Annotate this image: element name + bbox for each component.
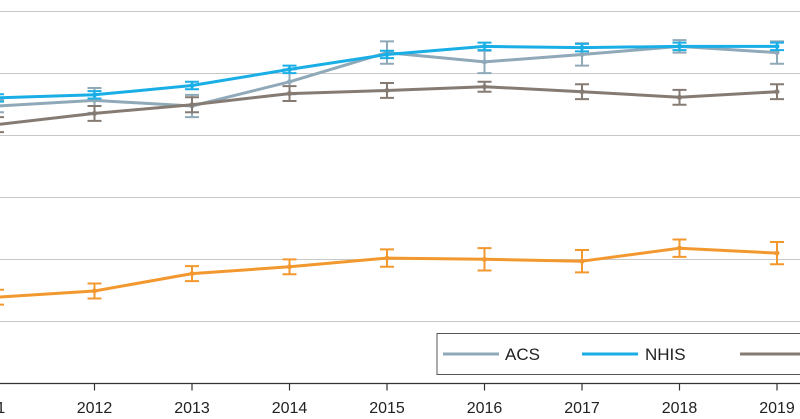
data-point-3-2018 xyxy=(677,245,682,251)
data-point-0-2016 xyxy=(482,59,487,65)
error-bar-0-2011 xyxy=(0,98,4,114)
series-3 xyxy=(0,238,784,306)
x-tick-label-2014: 2014 xyxy=(272,400,308,417)
series-2 xyxy=(0,80,784,134)
x-tick-label-2019: 2019 xyxy=(759,400,795,417)
data-point-3-2012 xyxy=(92,288,97,294)
series-group xyxy=(0,39,784,306)
data-point-3-2019 xyxy=(774,250,780,256)
data-point-2-2018 xyxy=(677,94,682,100)
data-point-1-2014 xyxy=(287,66,292,72)
x-axis-ticks: 11 2012 2013 2014 2015 2016 2017 2018 2019 xyxy=(0,383,795,417)
x-tick-label-2018: 2018 xyxy=(662,400,698,417)
data-point-1-2016 xyxy=(482,43,487,49)
data-point-1-2019 xyxy=(774,43,780,49)
data-point-2-2012 xyxy=(92,110,97,116)
data-point-1-2018 xyxy=(677,43,682,49)
data-point-0-2017 xyxy=(579,51,585,57)
data-point-1-2012 xyxy=(92,92,97,98)
x-tick-label-2012: 2012 xyxy=(77,400,113,417)
data-point-2-2015 xyxy=(384,87,390,93)
data-point-2-2013 xyxy=(189,102,195,108)
x-tick-label-2011: 11 xyxy=(0,400,5,417)
error-bar-2-2011 xyxy=(0,116,4,134)
error-bar-1-2011 xyxy=(0,93,4,103)
data-point-2-2017 xyxy=(579,89,585,95)
data-point-0-2014 xyxy=(287,79,292,85)
data-point-2-2014 xyxy=(287,91,292,97)
data-point-1-2015 xyxy=(384,51,390,57)
legend-label-acs: ACS xyxy=(505,345,540,364)
series-1 xyxy=(0,41,784,103)
data-point-3-2013 xyxy=(189,271,195,277)
data-point-0-2019 xyxy=(774,50,780,56)
data-point-1-2017 xyxy=(579,45,585,51)
legend: ACS NHIS xyxy=(436,333,800,375)
data-point-3-2014 xyxy=(287,264,292,270)
x-tick-label-2013: 2013 xyxy=(174,400,210,417)
x-tick-label-2016: 2016 xyxy=(467,400,503,417)
legend-label-nhis: NHIS xyxy=(645,345,686,364)
data-point-1-2013 xyxy=(189,83,195,88)
data-point-2-2016 xyxy=(482,84,487,90)
gridlines xyxy=(0,11,800,322)
series-line-3 xyxy=(0,246,778,299)
error-bar-3-2011 xyxy=(0,288,4,306)
data-point-3-2017 xyxy=(579,258,585,264)
data-point-3-2015 xyxy=(384,255,390,261)
data-point-3-2016 xyxy=(482,256,487,262)
data-point-2-2019 xyxy=(774,89,780,95)
x-tick-label-2017: 2017 xyxy=(564,400,600,417)
x-tick-label-2015: 2015 xyxy=(369,400,405,417)
